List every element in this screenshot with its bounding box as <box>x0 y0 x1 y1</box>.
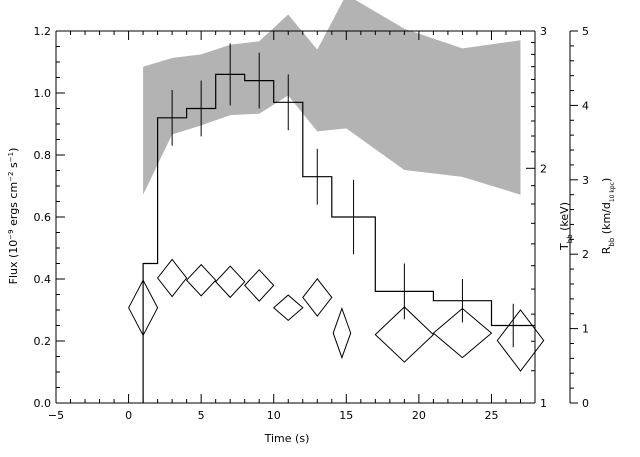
radius-diamond-2 <box>156 258 188 298</box>
y-left-title-part-5: s <box>7 162 20 171</box>
y-radius-tick-label: 5 <box>582 25 589 38</box>
y-left-tick-label: 0.6 <box>34 211 52 224</box>
temp-title-part-3: (keV) <box>558 202 571 234</box>
y-left-tick-label: 1.2 <box>34 25 52 38</box>
x-tick-label: 20 <box>412 409 426 422</box>
flux-histogram <box>142 73 535 403</box>
y-left-tick-label: 0.0 <box>34 397 52 410</box>
axes-layer: −5 0 5 10 15 20 25 0.0 0.2 0.4 0.6 0.8 1.0 1.2 1 2 3 0 1 2 3… <box>34 25 590 422</box>
y-temp-tick-label: 3 <box>540 25 547 38</box>
x-tick-label: 25 <box>484 409 498 422</box>
x-tick-label: 10 <box>267 409 281 422</box>
x-axis-title: Time (s) <box>264 432 310 445</box>
radius-title-part-1: R <box>600 246 613 254</box>
y-left-tick-label: 0.2 <box>34 335 52 348</box>
y-axis-left-title: Flux (10−9 ergs cm−2 s−1) <box>7 148 20 285</box>
y-axis-radius-title: Rbb (km/d10 kpc) <box>600 178 616 255</box>
y-temp-tick-label: 2 <box>540 162 547 175</box>
temp-title-part-2: bb <box>566 234 574 243</box>
radius-diamond-4 <box>215 265 246 299</box>
y-radius-tick-label: 0 <box>582 397 589 410</box>
radius-diamond-11 <box>496 309 545 372</box>
y-left-title-part-4: −2 <box>7 171 15 181</box>
radius-title-part-4: 10 kpc <box>609 182 616 202</box>
x-tick-label: 0 <box>125 409 132 422</box>
y-left-tick-label: 0.4 <box>34 273 52 286</box>
y-radius-tick-label: 3 <box>582 174 589 187</box>
y-left-title-part-1: Flux (10 <box>7 240 20 285</box>
y-radius-tick-label: 1 <box>582 323 589 336</box>
x-tick-label: 5 <box>198 409 205 422</box>
x-tick-label: 15 <box>339 409 353 422</box>
y-left-tick-label: 1.0 <box>34 87 52 100</box>
radius-layer <box>128 258 545 372</box>
y-left-title-part-3: ergs cm <box>7 182 20 230</box>
radius-diamond-7 <box>302 277 333 317</box>
y-axis-temperature-title: Tbb (keV) <box>558 202 574 251</box>
y-left-title-part-6: −1 <box>7 152 15 162</box>
temp-title-part-1: T <box>558 243 571 251</box>
y-left-title-part-2: −9 <box>7 229 15 239</box>
radius-diamond-5 <box>244 269 275 302</box>
y-left-title-part-7: ) <box>7 148 20 152</box>
radius-diamond-10 <box>432 307 493 359</box>
radius-diamond-6 <box>272 294 304 322</box>
radius-title-part-3: (km/d <box>600 202 613 238</box>
flux-layer <box>142 43 535 403</box>
radius-title-part-5: ) <box>600 178 613 182</box>
y-temp-tick-label: 1 <box>540 397 547 410</box>
temperature-band-layer <box>143 0 521 195</box>
y-radius-tick-label: 4 <box>582 99 589 112</box>
radius-diamond-8 <box>332 307 352 360</box>
y-radius-tick-label: 2 <box>582 248 589 261</box>
y-left-tick-label: 0.8 <box>34 149 52 162</box>
radius-diamond-1 <box>128 279 159 337</box>
radius-diamond-3 <box>185 263 217 297</box>
radius-title-part-2: bb <box>608 237 616 246</box>
temperature-band <box>143 0 521 195</box>
x-tick-label: −5 <box>48 409 64 422</box>
radius-diamond-9 <box>374 306 435 363</box>
